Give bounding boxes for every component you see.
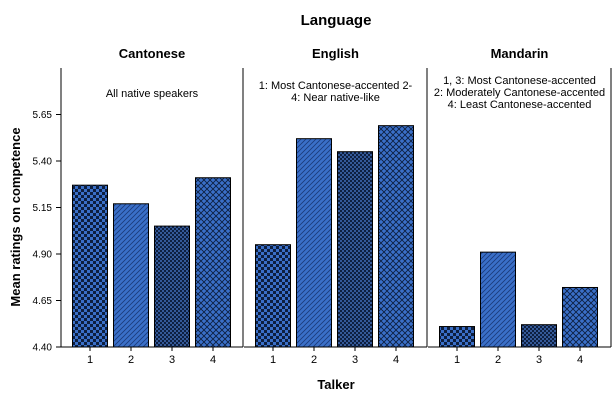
y-tick-label: 5.15 bbox=[33, 203, 53, 214]
chart-title: Language bbox=[301, 12, 372, 29]
panel-annotation: 1, 3: Most Cantonese-accented bbox=[443, 75, 596, 87]
x-tick-label: 1 bbox=[270, 354, 276, 366]
x-tick-label: 2 bbox=[495, 354, 501, 366]
y-tick-label: 4.40 bbox=[33, 343, 53, 354]
bar-mandarin-4 bbox=[562, 286, 598, 348]
y-tick-label: 5.40 bbox=[33, 157, 53, 168]
y-tick-label: 5.65 bbox=[33, 110, 53, 121]
bar-cantonese-3 bbox=[154, 225, 190, 348]
x-tick-label: 3 bbox=[169, 354, 175, 366]
bar-cantonese-1 bbox=[72, 184, 108, 348]
bar-english-3 bbox=[337, 151, 373, 348]
panel-annotation: 1: Most Cantonese-accented 2- bbox=[259, 80, 413, 92]
x-tick-label: 2 bbox=[128, 354, 134, 366]
x-tick-label: 4 bbox=[210, 354, 216, 366]
panel-annotation: All native speakers bbox=[106, 88, 199, 100]
bar-mandarin-2 bbox=[480, 251, 516, 348]
x-tick-label: 3 bbox=[536, 354, 542, 366]
bar-english-1 bbox=[255, 244, 291, 348]
panel-annotation: 2: Moderately Cantonese-accented bbox=[434, 87, 605, 99]
y-tick-label: 4.65 bbox=[33, 296, 53, 307]
bar-english-2 bbox=[296, 138, 332, 348]
x-tick-label: 3 bbox=[352, 354, 358, 366]
x-tick-label: 2 bbox=[311, 354, 317, 366]
panel-header: English bbox=[312, 46, 359, 61]
panel-english: English 1: Most Cantonese-accented 2-4: N… bbox=[244, 46, 428, 366]
panels: Cantonese All native speakers 1 2 3 4 English 1… bbox=[61, 46, 612, 366]
panel-header: Mandarin bbox=[491, 46, 549, 61]
y-tick-label: 4.90 bbox=[33, 250, 53, 261]
bar-cantonese-2 bbox=[113, 203, 149, 348]
panel-annotation: 4: Near native-like bbox=[291, 92, 380, 104]
bar-mandarin-1 bbox=[439, 326, 475, 348]
x-tick-label: 4 bbox=[393, 354, 399, 366]
x-tick-label: 4 bbox=[577, 354, 583, 366]
y-axis-label: Mean ratings on competence bbox=[8, 127, 23, 306]
panel-cantonese: Cantonese All native speakers 1 2 3 4 bbox=[61, 46, 244, 366]
bar-english-4 bbox=[378, 125, 414, 348]
y-axis: 4.40 4.65 4.90 5.15 5.40 5.65 bbox=[33, 68, 62, 354]
bar-cantonese-4 bbox=[195, 177, 231, 348]
panel-annotation: 4: Least Cantonese-accented bbox=[448, 99, 592, 111]
panel-mandarin: Mandarin 1, 3: Most Cantonese-accented2: … bbox=[428, 46, 612, 366]
x-axis-label: Talker bbox=[317, 377, 354, 392]
x-tick-label: 1 bbox=[454, 354, 460, 366]
bar-mandarin-3 bbox=[521, 324, 557, 348]
panel-header: Cantonese bbox=[119, 46, 185, 61]
x-tick-label: 1 bbox=[87, 354, 93, 366]
